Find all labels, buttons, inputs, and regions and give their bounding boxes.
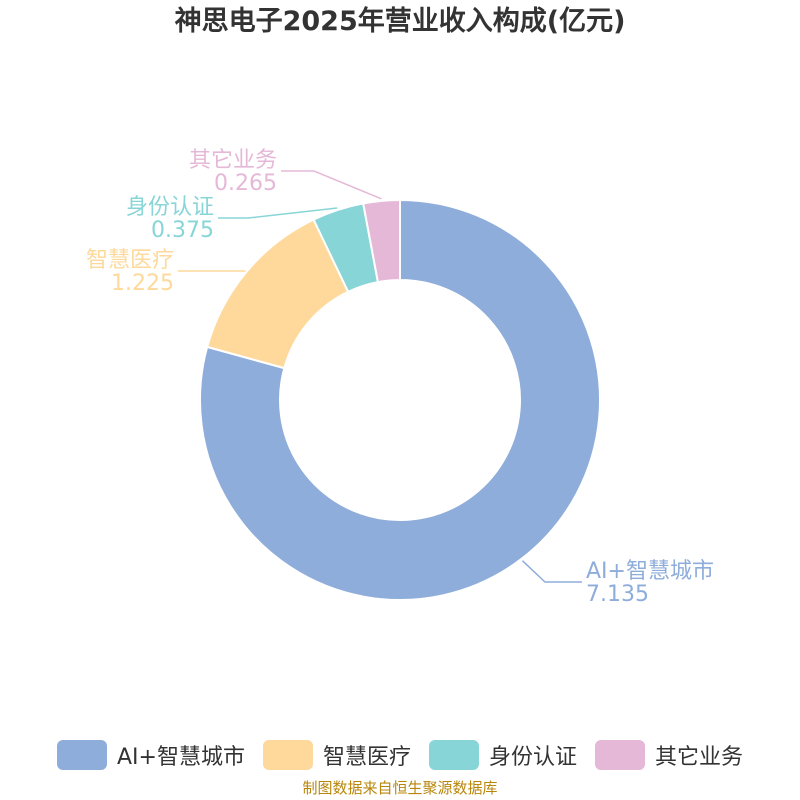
slice-value-label-2: 1.225 xyxy=(111,271,174,296)
leader-line-3 xyxy=(218,207,338,219)
legend-swatch-2 xyxy=(262,740,313,770)
legend-item-1[interactable]: AI+智慧城市 xyxy=(56,739,245,771)
chart-title: 神思电子2025年营业收入构成(亿元) xyxy=(174,6,626,37)
legend-label-4: 其它业务 xyxy=(655,745,744,770)
slice-category-label-2: 智慧医疗 xyxy=(86,248,174,273)
leader-line-2 xyxy=(178,270,246,272)
legend-label-3: 身份认证 xyxy=(488,745,577,770)
slice-value-label-4: 0.265 xyxy=(214,171,277,196)
source-note: 制图数据来自恒生聚源数据库 xyxy=(302,779,498,797)
donut-slice-4[interactable] xyxy=(362,198,401,284)
leader-line-1 xyxy=(521,560,582,583)
legend-item-3[interactable]: 身份认证 xyxy=(428,739,577,771)
donut-slice-1[interactable] xyxy=(199,198,601,601)
slice-value-label-1: 7.135 xyxy=(586,582,649,607)
legend-swatch-1 xyxy=(56,740,107,770)
leader-line-4 xyxy=(281,170,382,200)
legend-swatch-4 xyxy=(595,740,645,770)
legend: AI+智慧城市 智慧医疗 身份认证 其它业务 xyxy=(0,737,800,773)
legend-swatch-3 xyxy=(428,740,479,770)
legend-item-2[interactable]: 智慧医疗 xyxy=(262,739,411,771)
slice-category-label-3: 身份认证 xyxy=(126,195,214,220)
slice-category-label-4: 其它业务 xyxy=(189,148,277,173)
legend-item-4[interactable]: 其它业务 xyxy=(595,739,743,771)
slice-category-label-1: AI+智慧城市 xyxy=(586,559,714,584)
legend-label-2: 智慧医疗 xyxy=(322,745,411,770)
legend-label-1: AI+智慧城市 xyxy=(116,745,245,770)
slice-value-label-3: 0.375 xyxy=(151,218,214,243)
